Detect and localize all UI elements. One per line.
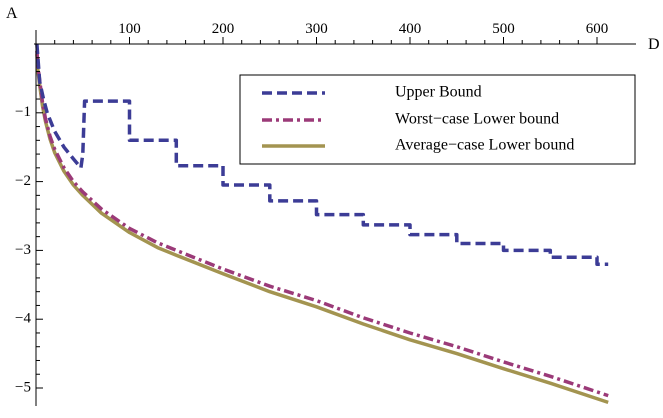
y-tick-label: −5 [15, 379, 31, 395]
legend-label-average-case: Average−case Lower bound [395, 137, 574, 154]
series-line-worst-case [35, 50, 609, 398]
legend: Upper Bound Worst−case Lower bound Avera… [239, 74, 636, 165]
x-tick-label: 600 [586, 21, 609, 37]
legend-label-worst-case: Worst−case Lower bound [395, 111, 559, 128]
series-line-upper-bound [35, 43, 609, 266]
legend-label-upper-bound: Upper Bound [395, 84, 482, 101]
x-axis-label: D [648, 36, 660, 53]
y-tick-label: −2 [15, 173, 31, 189]
x-ticks: 100 200 300 400 500 600 [54, 21, 609, 44]
y-axis-label: A [6, 5, 18, 22]
y-tick-label: −3 [15, 242, 31, 258]
x-tick-label: 300 [305, 21, 328, 37]
axes: 100 200 300 400 500 600 −1 −2 −3 −4 −5 D A [6, 5, 660, 406]
x-tick-label: 500 [492, 21, 515, 37]
x-tick-label: 100 [118, 21, 141, 37]
y-tick-label: −1 [15, 104, 31, 120]
y-tick-label: −4 [15, 311, 31, 327]
y-ticks: −1 −2 −3 −4 −5 [15, 57, 43, 395]
plot-lines [35, 43, 609, 405]
x-tick-label: 400 [399, 21, 422, 37]
x-tick-label: 200 [212, 21, 235, 37]
